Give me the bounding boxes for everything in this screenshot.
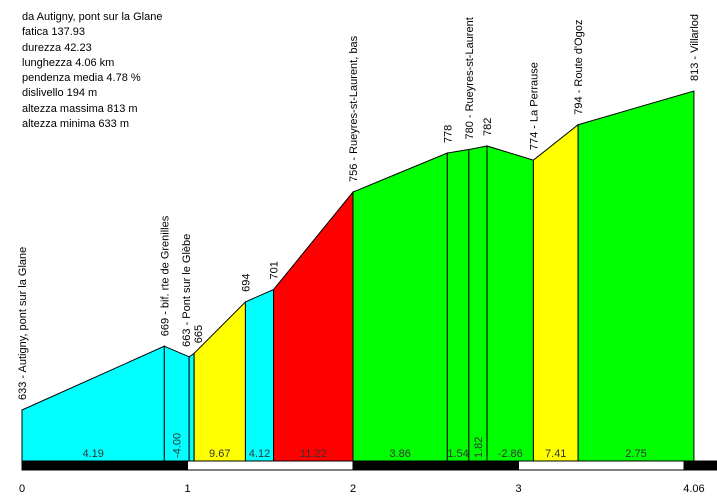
point-label: 774 - La Perrause bbox=[528, 62, 540, 150]
profile-segments bbox=[21, 90, 695, 462]
x-tick-label: 4.06 bbox=[683, 483, 704, 495]
profile-segment bbox=[446, 148, 470, 462]
gradient-label: 7.41 bbox=[545, 448, 566, 460]
gradient-label: 2.75 bbox=[625, 448, 646, 460]
gradient-label: 11.22 bbox=[300, 448, 327, 460]
distance-bar-segment bbox=[683, 460, 717, 471]
gradient-label: 4.12 bbox=[249, 448, 270, 460]
x-tick-label: 0 bbox=[19, 483, 25, 495]
gradient-label: 1.82 bbox=[473, 437, 485, 458]
stat-pendenza-media: pendenza media 4.78 % bbox=[22, 72, 141, 85]
profile-segment bbox=[577, 90, 695, 462]
x-tick-label: 1 bbox=[184, 483, 190, 495]
profile-segment bbox=[532, 123, 579, 462]
point-label: 780 - Rueyres-st-Laurent bbox=[464, 17, 476, 139]
point-label: 663 - Pont sur le Glèbe bbox=[181, 234, 193, 347]
profile-segment bbox=[486, 145, 534, 462]
x-tick-label: 2 bbox=[350, 483, 356, 495]
profile-segment bbox=[21, 345, 165, 462]
point-label: 694 bbox=[240, 274, 252, 292]
stat-dislivello: dislivello 194 m bbox=[22, 87, 98, 100]
stat-durezza: durezza 42.23 bbox=[22, 41, 92, 54]
gradient-label: 3.86 bbox=[389, 448, 410, 460]
gradient-label: 1.54 bbox=[447, 448, 468, 460]
point-label: 665 bbox=[193, 325, 205, 343]
climb-title: da Autigny, pont sur la Glane bbox=[22, 11, 163, 23]
point-label: 794 - Route d'Ogoz bbox=[573, 20, 585, 115]
profile-segment bbox=[468, 145, 488, 462]
gradient-label: 4.19 bbox=[82, 448, 103, 460]
climb-info-panel: da Autigny, pont sur la Glane fatica 137… bbox=[22, 10, 162, 132]
stat-lunghezza: lunghezza 4.06 km bbox=[22, 56, 115, 69]
gradient-label: 9.67 bbox=[209, 448, 230, 460]
point-label: 633 - Autigny, pont sur la Glane bbox=[17, 247, 29, 400]
gradient-label: -4.00 bbox=[172, 433, 184, 458]
profile-segment bbox=[244, 288, 275, 462]
distance-bar-segment bbox=[187, 460, 354, 471]
point-labels: 633 - Autigny, pont sur la Glane 669 - bi… bbox=[17, 14, 701, 400]
distance-bar-segment bbox=[352, 460, 519, 471]
point-label: 813 - Villarlod bbox=[689, 14, 701, 81]
point-label: 701 bbox=[269, 261, 281, 279]
profile-segment bbox=[188, 352, 195, 462]
gradient-labels: 4.19 -4.00 9.67 4.12 11.22 3.86 1.54 1.82 -2.86 7… bbox=[82, 433, 646, 460]
distance-bar-segment bbox=[518, 460, 685, 471]
point-label: 778 bbox=[442, 125, 454, 143]
distance-axis: 0 1 2 3 4.06 bbox=[19, 460, 717, 495]
stat-fatica: fatica 137.93 bbox=[22, 26, 85, 39]
x-tick-label: 3 bbox=[515, 483, 521, 495]
distance-bar-segment bbox=[21, 460, 188, 471]
gradient-label: -2.86 bbox=[498, 448, 523, 460]
point-label: 782 bbox=[482, 118, 494, 136]
point-label: 756 - Rueyres-st-Laurent, bas bbox=[348, 35, 360, 182]
stat-altezza-massima: altezza massima 813 m bbox=[22, 102, 138, 115]
stat-altezza-minima: altezza minima 633 m bbox=[22, 118, 129, 131]
profile-segment bbox=[273, 190, 354, 462]
profile-segment bbox=[352, 152, 448, 462]
point-label: 669 - bif. rte de Grenilles bbox=[159, 215, 171, 336]
